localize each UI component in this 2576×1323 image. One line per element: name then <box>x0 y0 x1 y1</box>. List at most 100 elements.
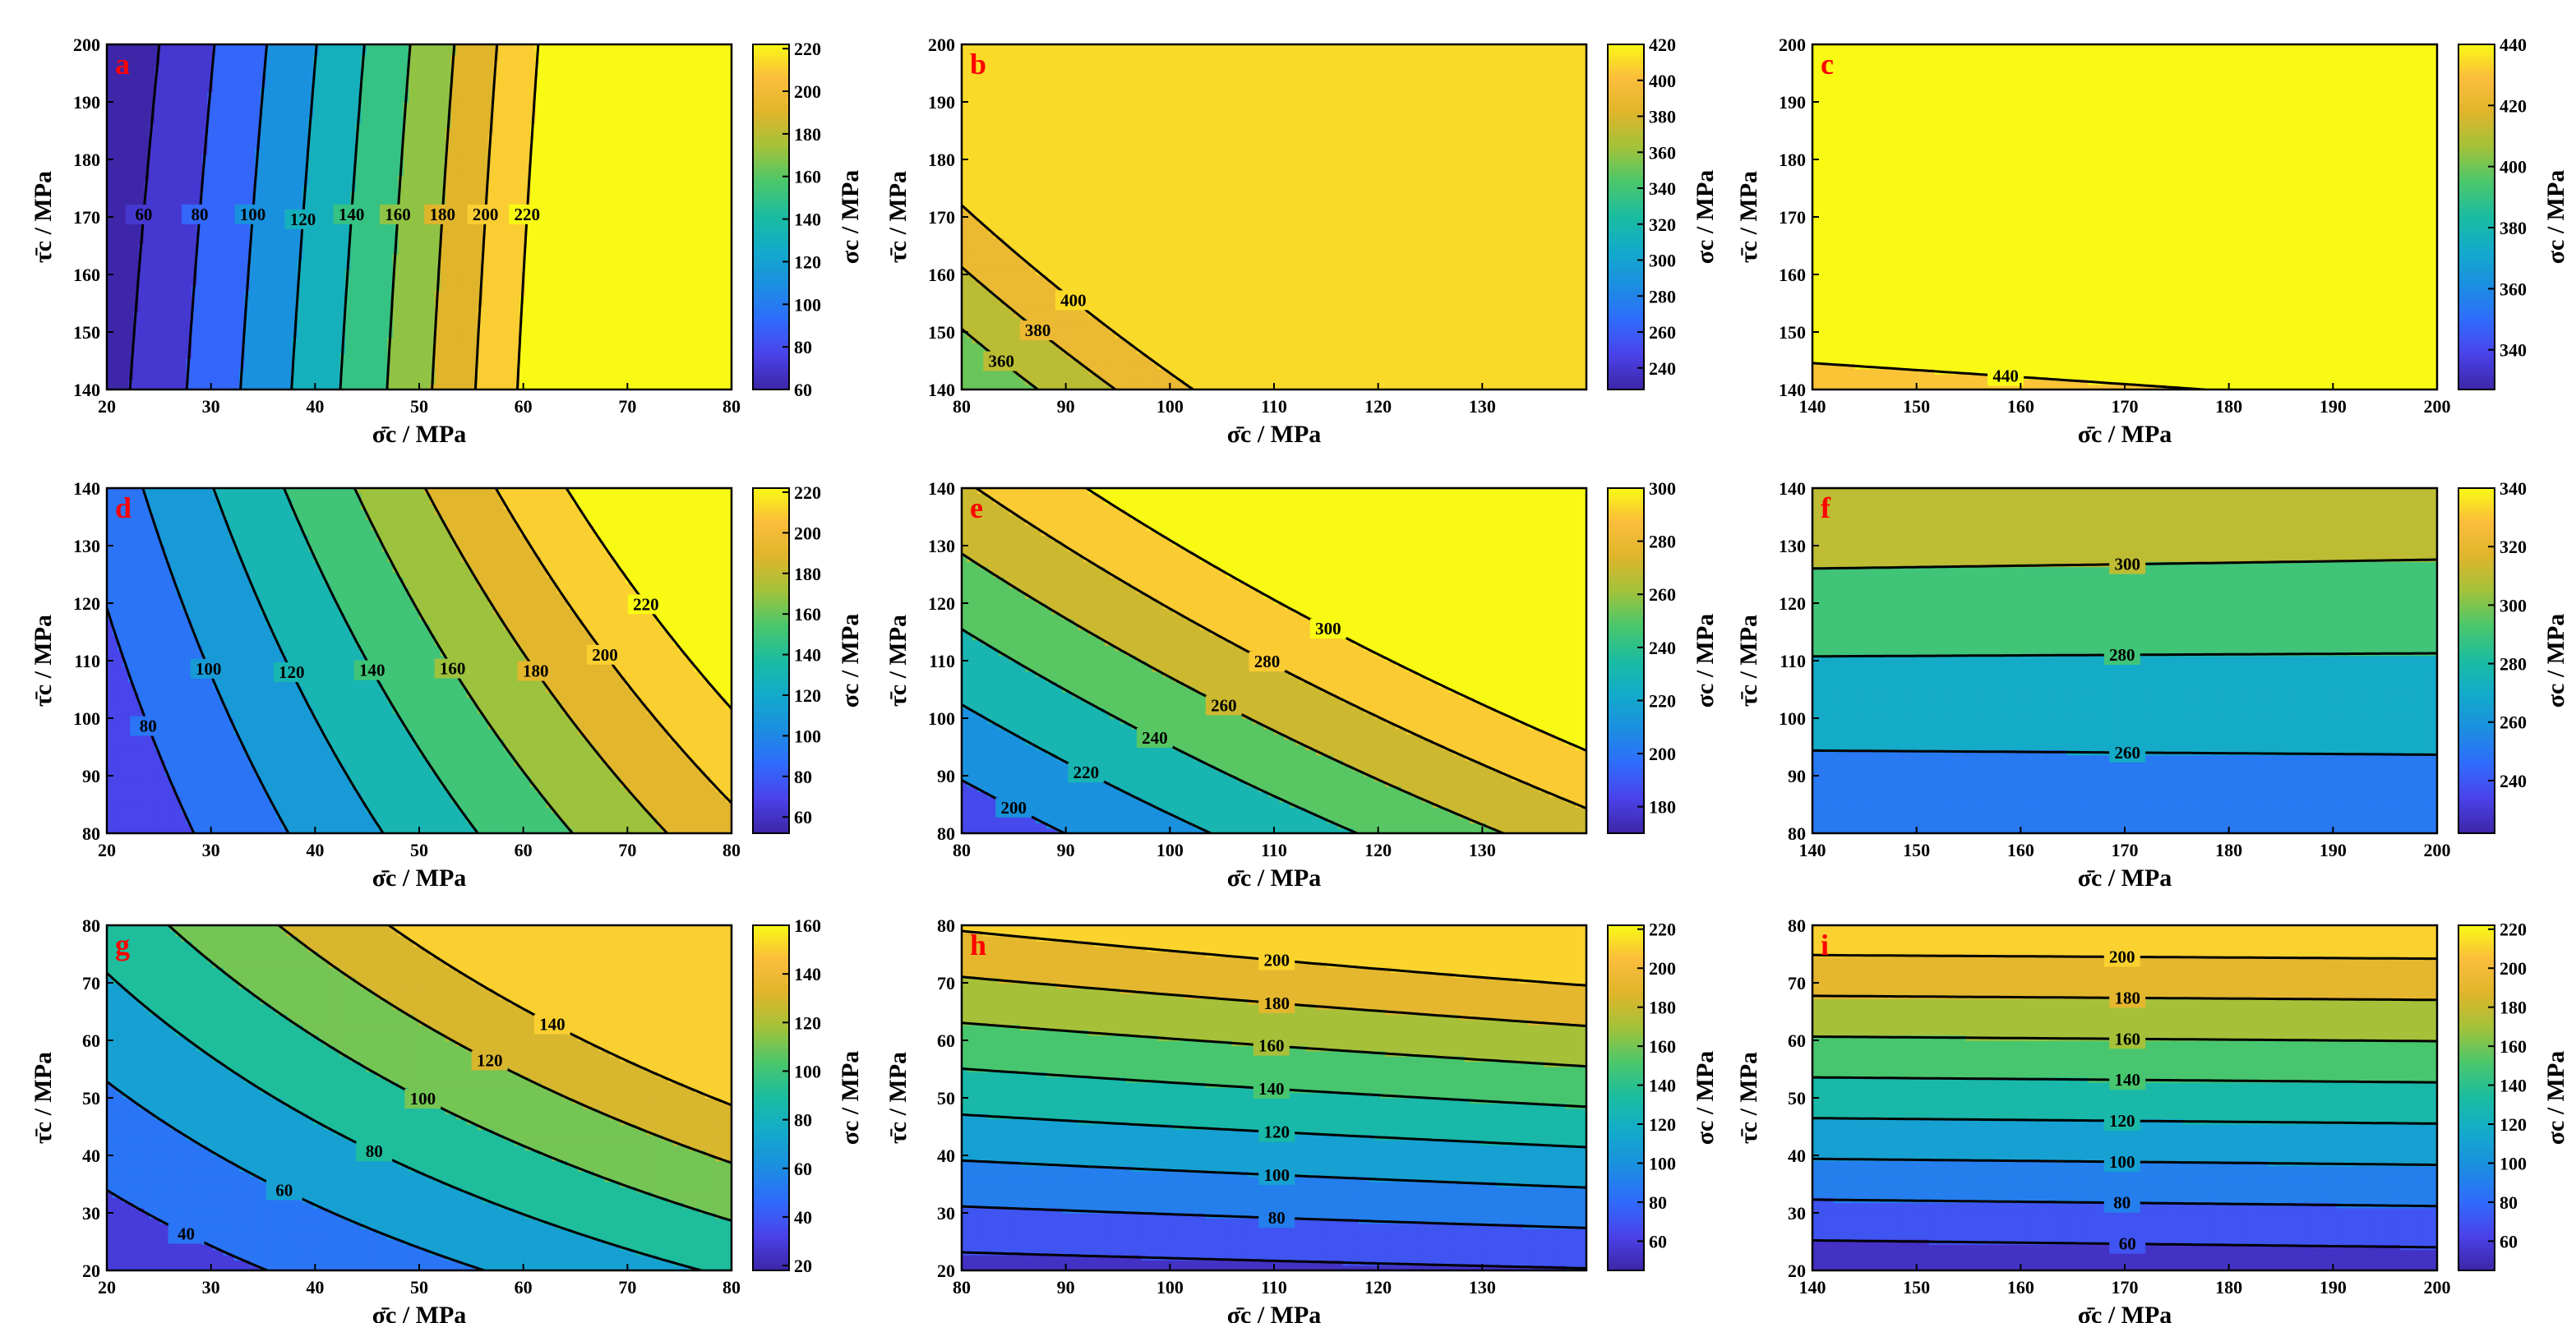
x-axis-title: σ̄c / MPa <box>372 421 467 448</box>
panel-label: g <box>115 929 130 961</box>
y-tick-label: 50 <box>937 1088 955 1109</box>
colorbar-tick-label: 120 <box>794 685 821 706</box>
panel-label: d <box>115 491 132 524</box>
y-axis-title: τ̄c / MPa <box>884 1052 912 1144</box>
y-axis-title: τ̄c / MPa <box>1735 615 1762 707</box>
contour-label-d-120: 120 <box>279 662 305 682</box>
y-tick-label: 70 <box>1788 973 1806 993</box>
x-tick-label: 20 <box>98 1277 116 1298</box>
colorbar-tick-label: 360 <box>2500 279 2527 299</box>
y-tick-label: 100 <box>1779 708 1806 729</box>
colorbar-tick-label: 280 <box>1649 532 1676 552</box>
y-tick-label: 170 <box>1779 207 1806 228</box>
x-tick-label: 180 <box>2215 1277 2242 1298</box>
contour-label-h-140: 140 <box>1258 1079 1285 1099</box>
contour-label-a-180: 180 <box>430 205 456 224</box>
colorbar-title: σc / MPa <box>837 614 864 708</box>
contour-label-d-200: 200 <box>592 645 618 665</box>
x-tick-label: 90 <box>1057 840 1075 860</box>
contour-label-i-140: 140 <box>2114 1070 2140 1090</box>
colorbar-tick-label: 20 <box>794 1256 812 1276</box>
contour-label-h-200: 200 <box>1263 951 1290 970</box>
y-axis-title: τ̄c / MPa <box>1735 1052 1762 1144</box>
x-tick-label: 90 <box>1057 1277 1075 1298</box>
colorbar-title: σc / MPa <box>1692 614 1719 708</box>
colorbar-tick-label: 200 <box>794 81 821 102</box>
x-tick-label: 80 <box>953 396 971 417</box>
y-tick-label: 40 <box>82 1146 100 1166</box>
x-tick-label: 200 <box>2424 396 2451 417</box>
contour-label-i-100: 100 <box>2109 1152 2135 1172</box>
colorbar-tick-label: 40 <box>794 1207 812 1228</box>
colorbar-title: σc / MPa <box>1692 1051 1719 1146</box>
colorbar-tick-label: 80 <box>794 767 812 787</box>
y-tick-label: 140 <box>1779 478 1806 499</box>
contour-label-a-200: 200 <box>473 205 499 224</box>
colorbar-tick-label: 220 <box>794 482 821 503</box>
contour-label-d-80: 80 <box>140 717 157 736</box>
x-tick-label: 40 <box>306 1277 324 1298</box>
colorbar-tick-label: 180 <box>1649 797 1676 818</box>
colorbar-title: σc / MPa <box>1692 170 1719 265</box>
y-axis-title: τ̄c / MPa <box>30 615 57 707</box>
colorbar-tick-label: 380 <box>1649 107 1676 127</box>
y-tick-label: 180 <box>1779 150 1806 170</box>
contour-label-b-380: 380 <box>1025 320 1051 340</box>
panel-label: e <box>970 491 983 524</box>
y-tick-label: 160 <box>928 265 955 285</box>
y-tick-label: 90 <box>82 766 100 786</box>
x-tick-label: 150 <box>1903 396 1930 417</box>
contour-label-e-300: 300 <box>1315 619 1341 638</box>
colorbar-tick-label: 120 <box>2500 1114 2527 1135</box>
contour-label-i-120: 120 <box>2109 1111 2135 1131</box>
x-axis-title: σ̄c / MPa <box>2078 864 2172 892</box>
colorbar-tick-label: 420 <box>2500 95 2527 116</box>
x-tick-label: 70 <box>618 1277 636 1298</box>
colorbar-title: σc / MPa <box>837 170 864 265</box>
contour-label-d-140: 140 <box>359 661 385 680</box>
y-tick-label: 80 <box>1788 823 1806 844</box>
colorbar-tick-label: 240 <box>1649 638 1676 658</box>
colorbar-tick-label: 60 <box>794 807 812 827</box>
y-tick-label: 20 <box>1788 1261 1806 1281</box>
colorbar-tick-label: 260 <box>2500 712 2527 733</box>
contour-label-e-240: 240 <box>1142 728 1168 748</box>
x-tick-label: 190 <box>2320 1277 2347 1298</box>
colorbar-tick-label: 60 <box>2500 1231 2518 1252</box>
y-tick-label: 30 <box>1788 1203 1806 1224</box>
y-tick-label: 160 <box>1779 265 1806 285</box>
contour-label-a-140: 140 <box>339 205 365 224</box>
colorbar-tick-label: 160 <box>1649 1036 1676 1057</box>
contour-label-g-80: 80 <box>366 1141 383 1161</box>
y-tick-label: 30 <box>937 1203 955 1224</box>
contour-label-a-160: 160 <box>385 205 411 224</box>
x-tick-label: 180 <box>2215 396 2242 417</box>
x-tick-label: 80 <box>722 1277 741 1298</box>
y-axis-title: τ̄c / MPa <box>884 615 912 707</box>
y-tick-label: 200 <box>928 35 955 55</box>
y-tick-label: 110 <box>1780 651 1806 671</box>
x-tick-label: 30 <box>202 840 220 860</box>
x-tick-label: 80 <box>722 396 741 417</box>
y-tick-label: 120 <box>73 593 100 614</box>
contour-label-b-360: 360 <box>989 352 1015 371</box>
panel-label: f <box>1821 491 1831 524</box>
y-tick-label: 40 <box>1788 1146 1806 1166</box>
x-axis-title: σ̄c / MPa <box>1227 1302 1322 1323</box>
x-axis-title: σ̄c / MPa <box>1227 421 1322 448</box>
x-tick-label: 120 <box>1364 396 1392 417</box>
y-tick-label: 50 <box>82 1088 100 1109</box>
colorbar-tick-label: 420 <box>1649 35 1676 55</box>
colorbar-tick-label: 120 <box>794 251 821 272</box>
panel-label: c <box>1821 48 1834 81</box>
y-tick-label: 190 <box>1779 92 1806 113</box>
contour-label-h-160: 160 <box>1258 1036 1285 1056</box>
colorbar-tick-label: 60 <box>794 1159 812 1179</box>
y-tick-label: 60 <box>82 1030 100 1051</box>
x-tick-label: 170 <box>2112 840 2139 860</box>
